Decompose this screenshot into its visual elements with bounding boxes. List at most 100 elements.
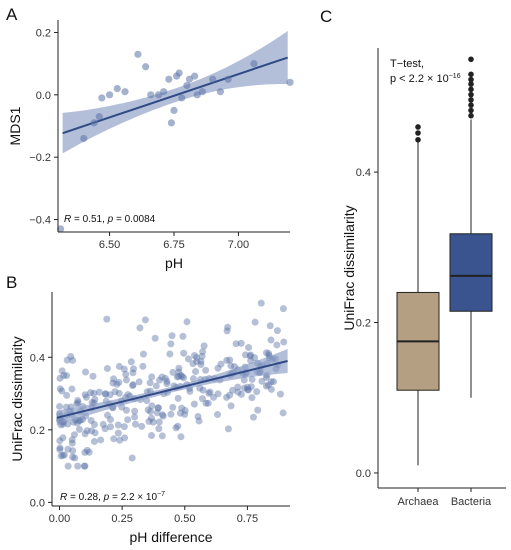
data-point	[161, 374, 169, 382]
regression-line	[56, 360, 288, 419]
data-point	[202, 399, 210, 407]
panel-a-scatter: −0.4 −0.2 0.0 0.2 6.50 6.75 7.00 pH MDS1 R = 0.51…	[7, 20, 294, 271]
data-point	[91, 429, 99, 437]
data-point	[76, 416, 84, 424]
data-point	[122, 376, 130, 384]
data-point	[176, 409, 184, 417]
data-point	[279, 305, 287, 313]
data-point	[190, 400, 198, 408]
data-point	[183, 318, 191, 326]
data-point	[109, 379, 117, 387]
ttest-annotation-line2: p < 2.2 × 10−16	[390, 73, 461, 85]
data-point	[81, 448, 89, 456]
data-point	[56, 446, 64, 454]
data-point	[56, 225, 65, 233]
data-point	[160, 88, 168, 96]
data-point	[193, 91, 201, 99]
data-point	[253, 388, 261, 396]
data-point	[175, 69, 183, 77]
data-point	[181, 410, 189, 418]
data-point	[148, 432, 156, 440]
data-point	[206, 388, 214, 396]
data-point	[184, 355, 192, 363]
data-point	[254, 406, 262, 414]
data-point	[175, 368, 183, 376]
data-point	[105, 91, 114, 99]
data-point	[74, 462, 82, 470]
outlier-point	[468, 97, 474, 103]
data-point	[270, 378, 278, 386]
outlier-point	[468, 76, 474, 83]
data-point	[114, 429, 122, 437]
data-point	[217, 360, 225, 368]
data-point	[243, 383, 251, 391]
data-point	[115, 362, 123, 370]
data-point	[226, 356, 234, 364]
outlier-point	[468, 112, 474, 119]
data-point	[177, 433, 185, 441]
regression-line	[62, 56, 288, 135]
data-point	[95, 113, 103, 121]
data-point	[101, 390, 109, 398]
data-point	[273, 341, 281, 349]
data-point	[97, 436, 105, 444]
data-point	[87, 389, 95, 397]
data-point	[74, 399, 82, 407]
panel-letter-a: A	[6, 5, 18, 24]
x-tick-label: 6.50	[99, 239, 120, 251]
data-point	[121, 88, 129, 96]
data-point	[155, 425, 163, 433]
data-point	[75, 417, 83, 425]
outlier-point	[415, 124, 421, 130]
data-point	[115, 378, 123, 386]
data-point	[60, 451, 68, 459]
data-point	[154, 404, 162, 412]
y-tick-label: 0.2	[30, 425, 45, 437]
data-point	[56, 444, 64, 452]
data-point	[116, 436, 124, 444]
data-point	[95, 388, 103, 396]
data-point	[224, 75, 232, 83]
data-point	[240, 384, 248, 392]
data-point	[257, 299, 265, 307]
data-point	[71, 454, 79, 462]
x-tick-label: 0.00	[49, 513, 70, 525]
data-point	[279, 409, 287, 417]
outlier-point	[415, 130, 421, 136]
data-point	[111, 388, 119, 396]
data-point	[68, 436, 76, 444]
data-point	[128, 454, 136, 462]
data-point	[131, 407, 139, 415]
data-point	[198, 88, 206, 96]
data-point	[156, 376, 164, 384]
data-point	[180, 349, 188, 357]
data-point	[58, 387, 66, 395]
data-point	[152, 382, 160, 390]
data-point	[199, 348, 207, 356]
data-point	[142, 63, 150, 71]
data-point	[115, 389, 123, 397]
data-point	[247, 351, 255, 359]
data-point	[169, 368, 177, 376]
data-point	[82, 393, 90, 401]
data-point	[106, 391, 114, 399]
data-point	[198, 352, 206, 360]
data-point	[145, 417, 153, 425]
x-tick-label: 6.75	[163, 239, 184, 251]
data-point	[169, 403, 177, 411]
data-point	[98, 94, 106, 102]
data-point	[172, 424, 180, 432]
data-point	[247, 383, 255, 391]
ttest-annotation-line1: T−test,	[390, 58, 424, 70]
data-point	[148, 373, 156, 381]
data-point	[138, 422, 146, 430]
data-point	[56, 385, 64, 393]
data-point	[90, 420, 98, 428]
y-tick-label: 0.4	[30, 352, 45, 364]
data-point	[267, 336, 275, 344]
data-point	[166, 350, 174, 358]
data-point	[85, 448, 93, 456]
x-category-label: Archaea	[398, 496, 440, 508]
y-tick-label: −0.2	[29, 152, 51, 164]
data-point	[136, 324, 144, 332]
